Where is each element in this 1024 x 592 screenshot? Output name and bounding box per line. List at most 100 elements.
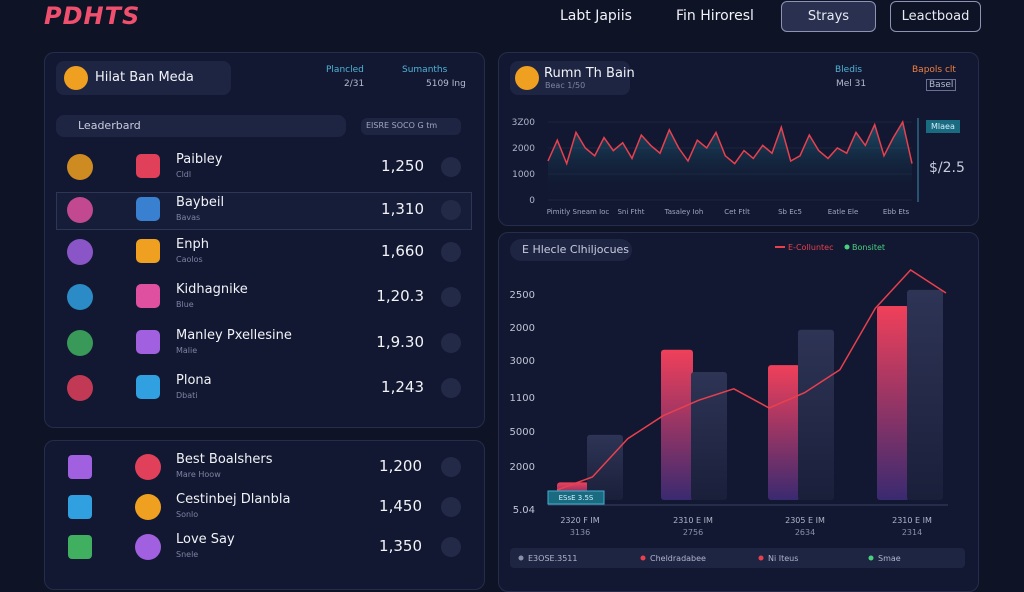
bar <box>691 371 727 500</box>
bar <box>661 349 693 500</box>
x-tick-label: 2634 <box>795 528 815 537</box>
y-axis-label: 1100 <box>510 393 535 404</box>
player-sub: Bavas <box>176 213 201 222</box>
footer-label: E3OSE.3511 <box>528 554 577 563</box>
x-tick-label: 2305 E IM <box>785 516 825 525</box>
logo: PDHTS <box>44 2 141 30</box>
player-sub: Blue <box>176 300 194 309</box>
game-icon <box>136 284 160 308</box>
game-icon <box>135 454 161 480</box>
score: 1,20.3 <box>376 287 424 305</box>
avatar <box>515 66 539 90</box>
x-tick-label: 2314 <box>902 528 922 537</box>
y-tick-label: 2000 <box>512 144 535 154</box>
trend-title: Rumn Th Bain <box>544 66 635 81</box>
score: 1,250 <box>381 157 424 175</box>
x-tick-label: 2310 E IM <box>673 516 713 525</box>
player-name: Kidhagnike <box>176 282 248 297</box>
player-sub: Dbati <box>176 391 198 400</box>
y-tick-label: 3Z00 <box>512 118 536 128</box>
action-button[interactable] <box>441 457 461 477</box>
leaderboard-panel <box>44 52 485 428</box>
bar <box>587 434 623 500</box>
player-sub: Mare Hoow <box>176 470 221 479</box>
action-button[interactable] <box>441 333 461 353</box>
x-tick-label: Eatle Ele <box>828 208 859 216</box>
x-tick-label: 2320 F IM <box>560 516 599 525</box>
nav-link[interactable]: Fin Hiroresl <box>676 8 754 24</box>
score: 1,450 <box>379 497 422 515</box>
featured-panel <box>44 440 485 590</box>
button[interactable]: Leactboad <box>890 1 981 32</box>
footer-dot <box>758 555 764 561</box>
x-tick-label: Tasaley Ioh <box>664 208 704 216</box>
score: 1,350 <box>379 537 422 555</box>
x-tick-label: 2310 E IM <box>892 516 932 525</box>
section-bar <box>510 239 632 261</box>
game-icon <box>136 330 160 354</box>
footer-dot <box>518 555 524 561</box>
player-name: Enph <box>176 237 209 252</box>
stat-value: Basel <box>926 79 957 91</box>
trend-subtitle: Beac 1/50 <box>545 81 586 90</box>
y-tick-label: 1000 <box>512 170 535 180</box>
challenge-line <box>556 269 947 491</box>
rank-icon <box>68 535 92 559</box>
bar <box>877 306 909 500</box>
footer-dot <box>640 555 646 561</box>
action-button[interactable] <box>441 287 461 307</box>
player-sub: Caolos <box>176 255 203 264</box>
game-icon <box>135 534 161 560</box>
charts: 3Z00 2000 1000 0 Pimitly Sneam Ioc Sni Ftht Ta… <box>510 118 948 563</box>
footer-dot <box>868 555 874 561</box>
footer-label: Cheldradabee <box>650 554 706 563</box>
stat-label: Sumanths <box>402 65 448 75</box>
action-button[interactable] <box>441 157 461 177</box>
row-highlight <box>56 192 472 230</box>
action-button[interactable] <box>441 497 461 517</box>
action-button[interactable] <box>441 378 461 398</box>
profile-title: Hilat Ban Meda <box>95 70 194 85</box>
action-button[interactable] <box>441 200 461 220</box>
rank-icon <box>67 154 93 180</box>
score: 1,310 <box>381 200 424 218</box>
footer-label: Smae <box>878 554 901 563</box>
rank-icon <box>67 239 93 265</box>
y-axis-label: 5.04 <box>513 505 535 516</box>
player-name: Cestinbej Dlanbla <box>176 492 291 507</box>
footer-label: Ni Iteus <box>768 554 798 563</box>
score: 1,200 <box>379 457 422 475</box>
nav-link[interactable]: Labt Japiis <box>560 8 632 24</box>
game-icon <box>136 239 160 263</box>
tag <box>547 490 605 505</box>
legend-swatch <box>844 244 850 250</box>
legend-label: Bonsitet <box>852 243 886 252</box>
player-name: Baybeil <box>176 195 225 210</box>
rank-icon <box>67 284 93 310</box>
game-icon <box>136 197 160 221</box>
player-name: Best Boalshers <box>176 452 273 467</box>
current-value: $/2.5 <box>929 160 965 176</box>
score: 1,243 <box>381 378 424 396</box>
y-axis-label: 5000 <box>510 427 535 438</box>
y-axis-label: 2000 <box>510 323 535 334</box>
action-button[interactable] <box>441 537 461 557</box>
avatar <box>64 66 88 90</box>
player-sub: Sonlo <box>176 510 199 519</box>
player-name: Paibley <box>176 152 223 167</box>
game-icon <box>136 375 160 399</box>
filter[interactable] <box>361 118 461 135</box>
rank-icon <box>67 375 93 401</box>
app: {"header": {"logo": "PDHTS", "nav": ["La… <box>44 1 981 592</box>
action-button[interactable] <box>441 242 461 262</box>
y-axis-label: 2500 <box>510 290 535 301</box>
section-bar <box>56 115 346 137</box>
rank-icon <box>67 330 93 356</box>
stat-value: 2/31 <box>344 79 365 89</box>
x-tick-label: Sni Ftht <box>617 208 644 216</box>
button[interactable]: Strays <box>781 1 876 32</box>
badge: Mlaea <box>926 120 960 133</box>
section-title: Leaderbard <box>78 119 141 132</box>
player-name: Manley Pxellesine <box>176 328 292 343</box>
player-name: Plona <box>176 373 212 388</box>
